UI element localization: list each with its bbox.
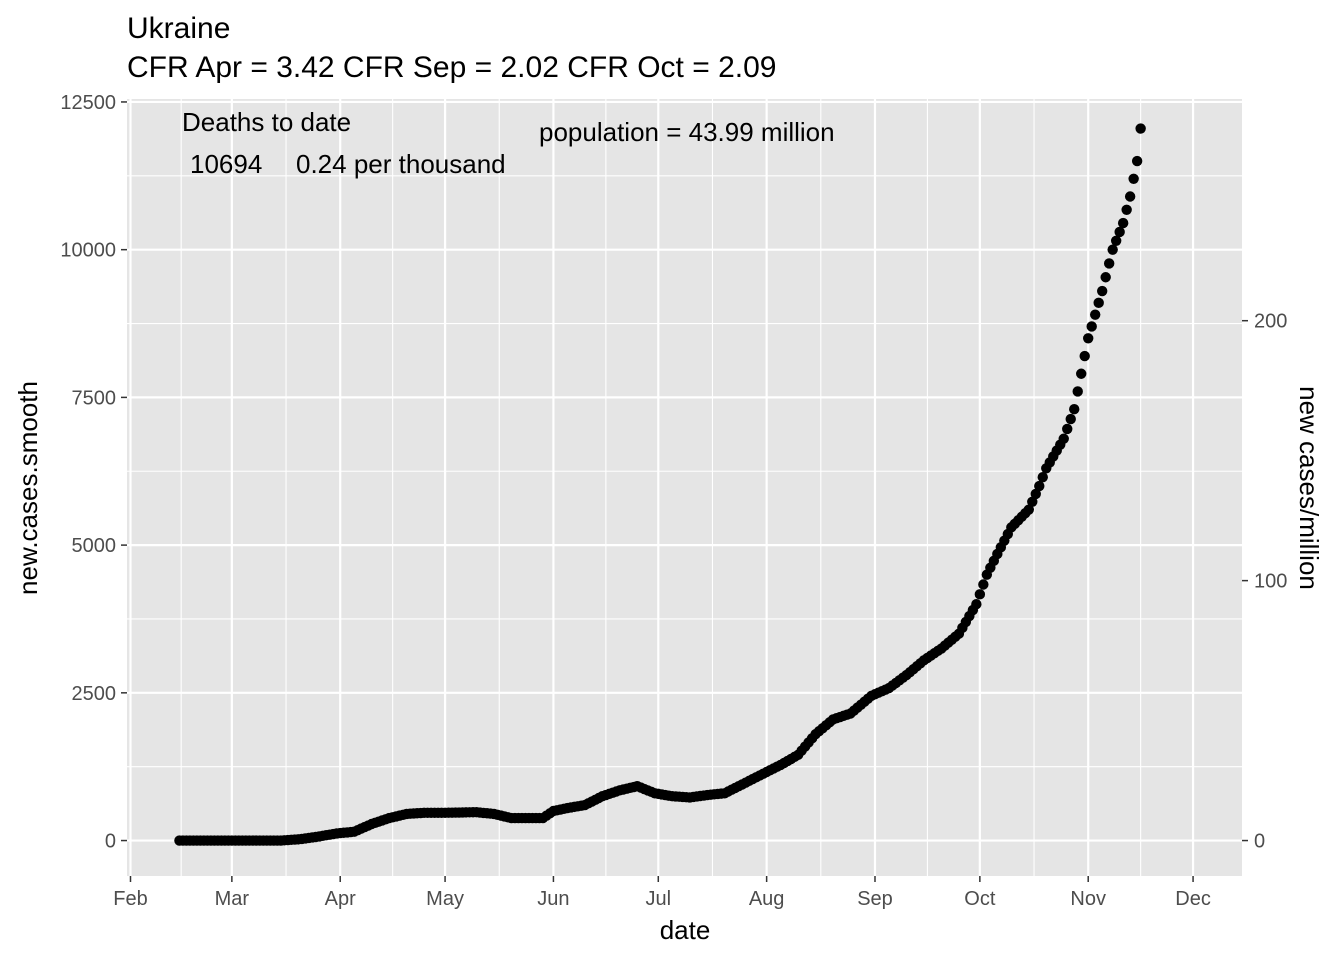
y2-axis-title: new cases/million: [1294, 386, 1324, 590]
data-point: [1103, 258, 1115, 269]
y-tick-label: 0: [105, 831, 116, 853]
deaths-rate: 0.24 per thousand: [296, 149, 506, 179]
y-tick-label: 10000: [60, 240, 116, 262]
data-points: [174, 123, 1146, 846]
data-point: [1124, 191, 1136, 202]
data-point: [1076, 368, 1087, 379]
x-tick-label: Oct: [964, 888, 996, 910]
y-axis-title: new.cases.smooth: [13, 381, 43, 595]
data-point: [978, 579, 989, 590]
data-point: [1037, 471, 1048, 483]
x-tick-label: Aug: [749, 888, 785, 910]
y2-tick-label: 0: [1254, 831, 1265, 853]
x-tick-label: Apr: [325, 888, 356, 910]
data-point: [1114, 226, 1125, 238]
data-point: [1072, 386, 1083, 397]
x-tick-label: Jul: [645, 888, 671, 910]
grid: [127, 99, 1242, 876]
data-point: [1117, 217, 1129, 229]
data-point: [1065, 413, 1076, 425]
y2-tick-label: 100: [1254, 571, 1287, 593]
chart-subtitle: CFR Apr = 3.42 CFR Sep = 2.02 CFR Oct = …: [127, 51, 776, 84]
chart-title: Ukraine: [127, 12, 230, 45]
data-point: [1083, 333, 1094, 344]
data-point: [1107, 244, 1118, 255]
x-tick-label: Feb: [113, 888, 147, 910]
data-point: [1096, 285, 1108, 297]
data-point: [1121, 204, 1132, 215]
x-tick-label: May: [426, 888, 464, 910]
data-point: [1079, 350, 1090, 362]
data-point: [1110, 235, 1122, 247]
data-point: [1131, 155, 1143, 167]
data-point: [1100, 272, 1111, 283]
x-axis-title: date: [660, 915, 711, 945]
deaths-count: 10694: [190, 149, 262, 179]
data-point: [1062, 423, 1073, 435]
data-point: [1034, 480, 1045, 492]
deaths-heading: Deaths to date: [182, 107, 351, 137]
data-point: [974, 589, 986, 600]
x-tick-label: Nov: [1070, 888, 1106, 910]
data-point: [971, 598, 982, 610]
x-tick-label: Sep: [857, 888, 893, 910]
data-point: [1135, 123, 1146, 134]
data-point: [1128, 173, 1139, 184]
y-tick-label: 7500: [72, 387, 117, 409]
plot-panel: [127, 99, 1242, 876]
data-point: [1093, 297, 1104, 309]
annotations: Deaths to date 10694 0.24 per thousand p…: [182, 107, 835, 179]
data-point: [1058, 433, 1069, 444]
axes: Feb Mar Apr May Jun Jul Aug Sep Oct Nov Dec 0 2500 50…: [60, 92, 1287, 910]
data-point: [1027, 496, 1038, 507]
y-tick-label: 2500: [72, 683, 117, 705]
x-tick-label: Jun: [537, 888, 569, 910]
population-label: population = 43.99 million: [539, 117, 835, 147]
data-point: [1086, 321, 1097, 332]
data-point: [1023, 504, 1034, 515]
y-tick-label: 12500: [60, 92, 116, 114]
x-tick-label: Dec: [1175, 888, 1211, 910]
data-point: [1069, 404, 1080, 415]
data-point: [1089, 309, 1101, 320]
y2-tick-label: 200: [1254, 311, 1287, 333]
x-tick-label: Mar: [215, 888, 250, 910]
data-point: [1030, 488, 1041, 500]
y-tick-label: 5000: [72, 535, 117, 557]
